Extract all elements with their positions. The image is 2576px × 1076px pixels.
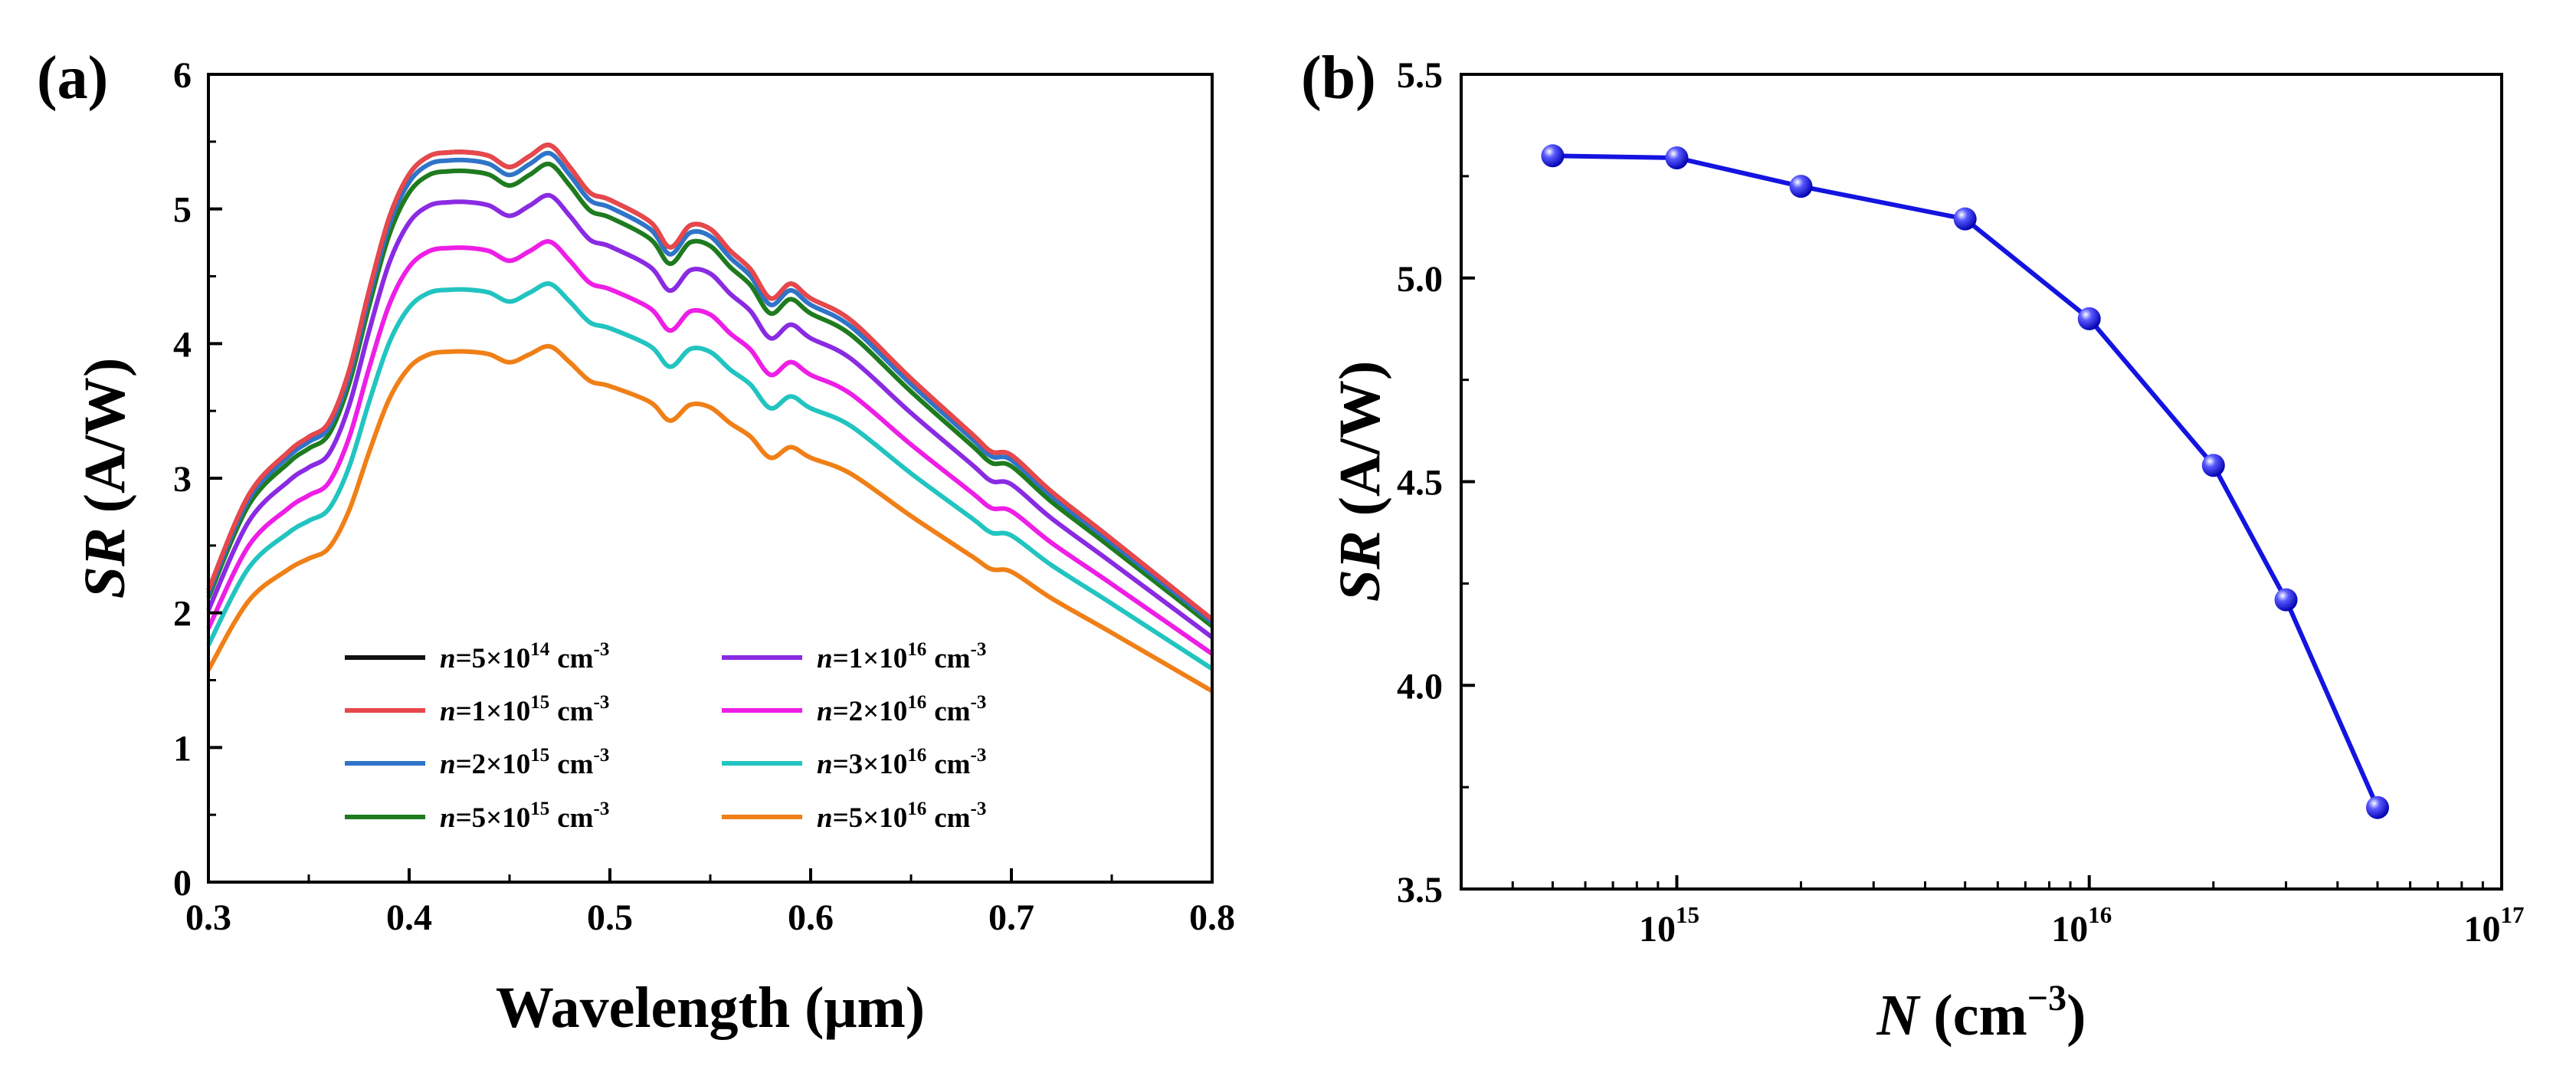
panel-label-a: (a) <box>37 44 108 112</box>
b-series-line <box>1552 153 2380 809</box>
b-plot-frame <box>1460 73 2503 891</box>
a-y-tick-label: 0 <box>173 863 192 904</box>
a-x-tick-label: 0.7 <box>988 897 1034 938</box>
b-data-point <box>1541 144 1565 168</box>
b-y-tick-label: 5.0 <box>1397 259 1443 300</box>
a-y-tick-label: 6 <box>173 55 192 96</box>
a-x-tick-label: 0.4 <box>386 897 432 938</box>
a-curves <box>206 143 1214 694</box>
a-x-axis-title: Wavelength (μm) <box>496 976 925 1040</box>
a-series-line <box>206 239 1214 656</box>
a-y-tick-label: 2 <box>173 594 192 635</box>
a-legend-label: n=2×1015 cm-3 <box>440 745 609 780</box>
b-data-point <box>2201 454 2225 477</box>
b-x-tick-label: 1016 <box>2051 901 2112 950</box>
a-series-line <box>206 281 1214 671</box>
a-y-axis-title: SR (A/W) <box>73 358 137 599</box>
b-y-tick-label: 3.5 <box>1397 870 1443 910</box>
b-series <box>1541 144 2389 819</box>
a-legend: n=5×1014 cm-3 n=1×1015 cm-3 n=2×1015 cm-3 n=5×… <box>345 639 986 834</box>
a-legend-label: n=1×1015 cm-3 <box>440 692 609 727</box>
b-data-point <box>2077 307 2101 330</box>
a-y-tick-label: 4 <box>173 324 192 365</box>
b-y-axis-title: SR (A/W) <box>1328 361 1392 602</box>
a-y-tick-label: 3 <box>173 459 192 500</box>
b-x-axis-title: N (cm−3) <box>1876 978 2086 1048</box>
b-data-point <box>1953 207 1977 231</box>
b-y-tick-label: 4.0 <box>1397 666 1443 707</box>
b-data-point <box>1789 175 1813 198</box>
panel-label-b: (b) <box>1301 44 1376 112</box>
b-data-point <box>1665 146 1689 169</box>
b-data-point <box>2274 588 2298 612</box>
b-data-point <box>2365 796 2389 819</box>
b-x-tick-label: 1015 <box>1639 901 1699 950</box>
a-ticks: 0.3 0.4 0.5 0.6 0.7 0.8 0 1 2 3 4 5 6 <box>173 55 1235 938</box>
a-series-line <box>206 192 1214 640</box>
a-series-line <box>206 343 1214 694</box>
a-series-line <box>206 161 1214 628</box>
a-legend-label: n=5×1016 cm-3 <box>817 799 986 834</box>
a-legend-label: n=3×1016 cm-3 <box>817 745 986 780</box>
a-legend-label: n=5×1015 cm-3 <box>440 799 609 834</box>
b-y-tick-label: 5.5 <box>1397 55 1443 96</box>
a-x-tick-label: 0.5 <box>587 897 633 938</box>
a-x-tick-label: 0.8 <box>1189 897 1235 938</box>
b-x-tick-label: 1017 <box>2464 901 2525 950</box>
b-y-tick-label: 4.5 <box>1397 463 1443 504</box>
a-x-tick-label: 0.3 <box>185 897 231 938</box>
a-x-tick-label: 0.6 <box>788 897 834 938</box>
b-ticks: 3.5 4.0 4.5 5.0 5.5 1015 1016 1017 <box>1397 55 2525 950</box>
a-y-tick-label: 1 <box>173 728 192 769</box>
panel-b: 3.5 4.0 4.5 5.0 5.5 1015 1016 1017 SR (A/W) N (… <box>1328 55 2525 1048</box>
a-y-tick-label: 5 <box>173 190 192 231</box>
a-legend-label: n=2×1016 cm-3 <box>817 692 986 727</box>
a-legend-label: n=5×1014 cm-3 <box>440 639 609 674</box>
a-legend-label: n=1×1016 cm-3 <box>817 639 986 674</box>
a-series-line <box>206 143 1214 622</box>
